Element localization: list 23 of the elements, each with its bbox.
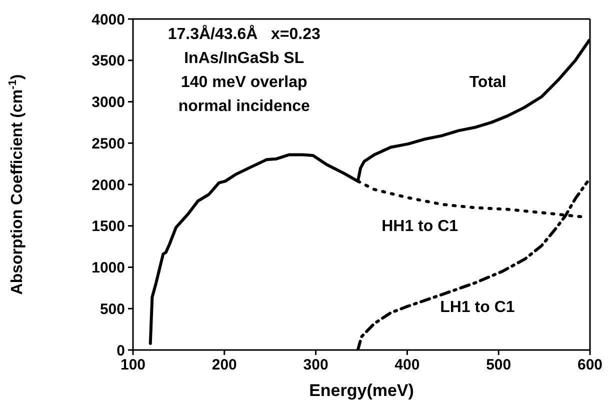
x-tick-label: 200 bbox=[212, 356, 237, 374]
series-label: LH1 to C1 bbox=[440, 298, 515, 317]
annotation: 17.3Å/43.6Å x=0.23 bbox=[166, 24, 322, 45]
annotation: InAs/InGaSb SL bbox=[183, 49, 306, 69]
y-tick-label: 1000 bbox=[92, 260, 125, 277]
annotation: 140 meV overlap bbox=[180, 73, 308, 93]
y-tick-label: 500 bbox=[100, 300, 125, 318]
x-tick-label: 600 bbox=[577, 356, 603, 374]
y-tick-label: 0 bbox=[116, 342, 125, 360]
x-tick-label: 100 bbox=[120, 356, 146, 374]
series-label: HH1 to C1 bbox=[382, 218, 458, 236]
y-tick-label: 3500 bbox=[92, 52, 125, 70]
series-label: Total bbox=[469, 74, 506, 92]
x-tick-label: 500 bbox=[486, 356, 512, 374]
x-tick-label: 300 bbox=[303, 356, 328, 374]
y-tick-label: 2500 bbox=[92, 135, 125, 152]
x-tick-label: 400 bbox=[394, 356, 420, 374]
y-tick-label: 2000 bbox=[92, 176, 125, 194]
y-tick-label: 4000 bbox=[92, 11, 125, 28]
y-tick-label: 3000 bbox=[92, 94, 125, 112]
y-tick-label: 1500 bbox=[92, 218, 125, 236]
x-axis-title: Energy(meV) bbox=[309, 381, 414, 400]
annotation: normal incidence bbox=[177, 97, 311, 117]
